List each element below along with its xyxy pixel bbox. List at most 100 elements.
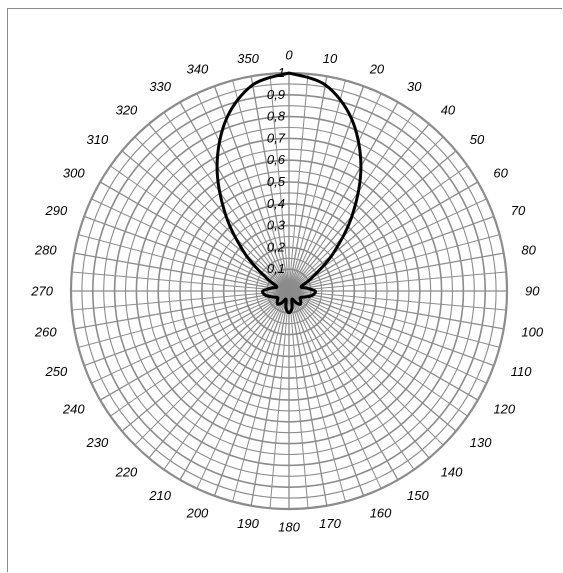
radial-tick-label: 0,6 — [267, 152, 286, 167]
grid-spoke — [288, 76, 328, 292]
grid-spoke — [232, 80, 290, 292]
grid-spoke — [288, 290, 328, 506]
grid-spoke — [99, 181, 290, 292]
angle-tick-label: 300 — [63, 166, 85, 181]
grid-spoke — [288, 290, 309, 509]
grid-spoke — [288, 80, 346, 292]
radial-tick-label: 0,2 — [267, 239, 286, 254]
angle-tick-label: 330 — [149, 79, 171, 94]
polar-grid — [69, 71, 509, 511]
radial-tick-label: 0,9 — [267, 87, 285, 102]
grid-spoke — [179, 101, 290, 292]
grid-spoke — [71, 271, 290, 292]
grid-spoke — [134, 136, 290, 292]
chart-frame — [7, 8, 562, 572]
angle-tick-label: 340 — [187, 62, 209, 77]
grid-spoke — [288, 290, 479, 401]
angle-tick-label: 0 — [285, 48, 293, 63]
angle-tick-label: 280 — [34, 243, 57, 258]
grid-spoke — [250, 290, 290, 506]
grid-spoke — [163, 290, 290, 470]
grid-spoke — [288, 136, 444, 292]
angle-tick-label: 160 — [370, 505, 392, 520]
grid-spoke — [91, 198, 290, 292]
angle-tick-label: 100 — [521, 325, 543, 340]
grid-spoke — [288, 234, 500, 292]
angle-tick-label: 180 — [278, 520, 300, 535]
angle-tick-label: 140 — [441, 464, 463, 479]
angle-tick-label: 30 — [407, 79, 422, 94]
grid-spoke — [288, 93, 382, 292]
grid-spoke — [121, 290, 290, 432]
radial-tick-label: 0,8 — [267, 109, 286, 124]
grid-spoke — [74, 290, 290, 330]
grid-spoke — [78, 290, 290, 348]
grid-spoke — [288, 290, 495, 367]
angle-tick-label: 260 — [34, 325, 57, 340]
grid-spoke — [213, 290, 290, 497]
angle-tick-label: 310 — [86, 132, 108, 147]
grid-spoke — [269, 73, 290, 292]
grid-spoke — [288, 290, 365, 497]
radial-tick-label: 0,7 — [267, 130, 286, 145]
grid-spoke — [288, 290, 500, 348]
angle-tick-label: 90 — [525, 284, 540, 299]
grid-spoke — [288, 271, 507, 292]
grid-spoke — [269, 290, 290, 509]
grid-spoke — [91, 290, 290, 384]
grid-spoke — [71, 290, 290, 311]
angle-tick-labels: 0 10 20 30 40 50 60 70 80 90 100 110 120 130 140 150 160… — [30, 48, 544, 535]
grid-spoke — [78, 234, 290, 292]
angle-tick-label: 220 — [115, 464, 138, 479]
grid-spoke — [232, 290, 290, 502]
grid-spoke — [288, 290, 430, 459]
angle-tick-label: 230 — [85, 435, 108, 450]
grid-spoke — [288, 290, 487, 384]
angle-tick-label: 350 — [237, 51, 259, 66]
angle-tick-label: 70 — [511, 203, 526, 218]
grid-spoke — [83, 290, 290, 367]
radial-tick-labels: 0,1 0,2 0,3 0,4 0,5 0,6 0,7 0,8 0,9 1 — [267, 65, 286, 276]
radial-tick-label: 0,1 — [267, 261, 285, 276]
angle-tick-label: 20 — [369, 62, 385, 77]
angle-tick-label: 120 — [493, 402, 515, 417]
grid-spoke — [250, 76, 290, 292]
series-layer — [215, 71, 363, 315]
grid-spoke — [288, 290, 504, 330]
grid-spoke — [134, 290, 290, 446]
grid-spoke — [288, 290, 468, 417]
angle-tick-label: 200 — [186, 505, 209, 520]
grid-spoke — [148, 123, 290, 292]
angle-tick-label: 40 — [441, 103, 456, 118]
grid-spoke — [288, 73, 309, 292]
grid-spoke — [288, 290, 415, 470]
grid-spoke — [288, 150, 457, 292]
angle-tick-label: 270 — [30, 284, 53, 299]
angle-tick-label: 290 — [44, 203, 67, 218]
grid-spoke — [288, 198, 487, 292]
grid-spoke — [110, 290, 290, 417]
grid-spoke — [288, 290, 444, 446]
angle-tick-label: 110 — [511, 364, 532, 379]
radial-tick-label: 1 — [278, 65, 285, 80]
grid-spoke — [74, 252, 290, 292]
grid-spoke — [288, 112, 415, 292]
angle-tick-label: 10 — [323, 51, 338, 66]
grid-spoke — [196, 290, 290, 489]
grid-spoke — [288, 252, 504, 292]
angle-tick-label: 130 — [470, 435, 492, 450]
grid-spoke — [179, 290, 290, 481]
grid-spoke — [288, 215, 495, 292]
angle-tick-label: 170 — [319, 516, 341, 531]
angle-tick-label: 240 — [62, 402, 85, 417]
angle-tick-label: 250 — [44, 364, 67, 379]
grid-spoke — [99, 290, 290, 401]
grid-spoke — [288, 181, 479, 292]
grid-spoke — [288, 290, 507, 311]
grid-spoke — [83, 215, 290, 292]
grid-spoke — [288, 290, 382, 489]
radial-tick-label: 0,3 — [267, 218, 286, 233]
angle-tick-label: 210 — [148, 488, 171, 503]
angle-tick-label: 50 — [470, 132, 485, 147]
